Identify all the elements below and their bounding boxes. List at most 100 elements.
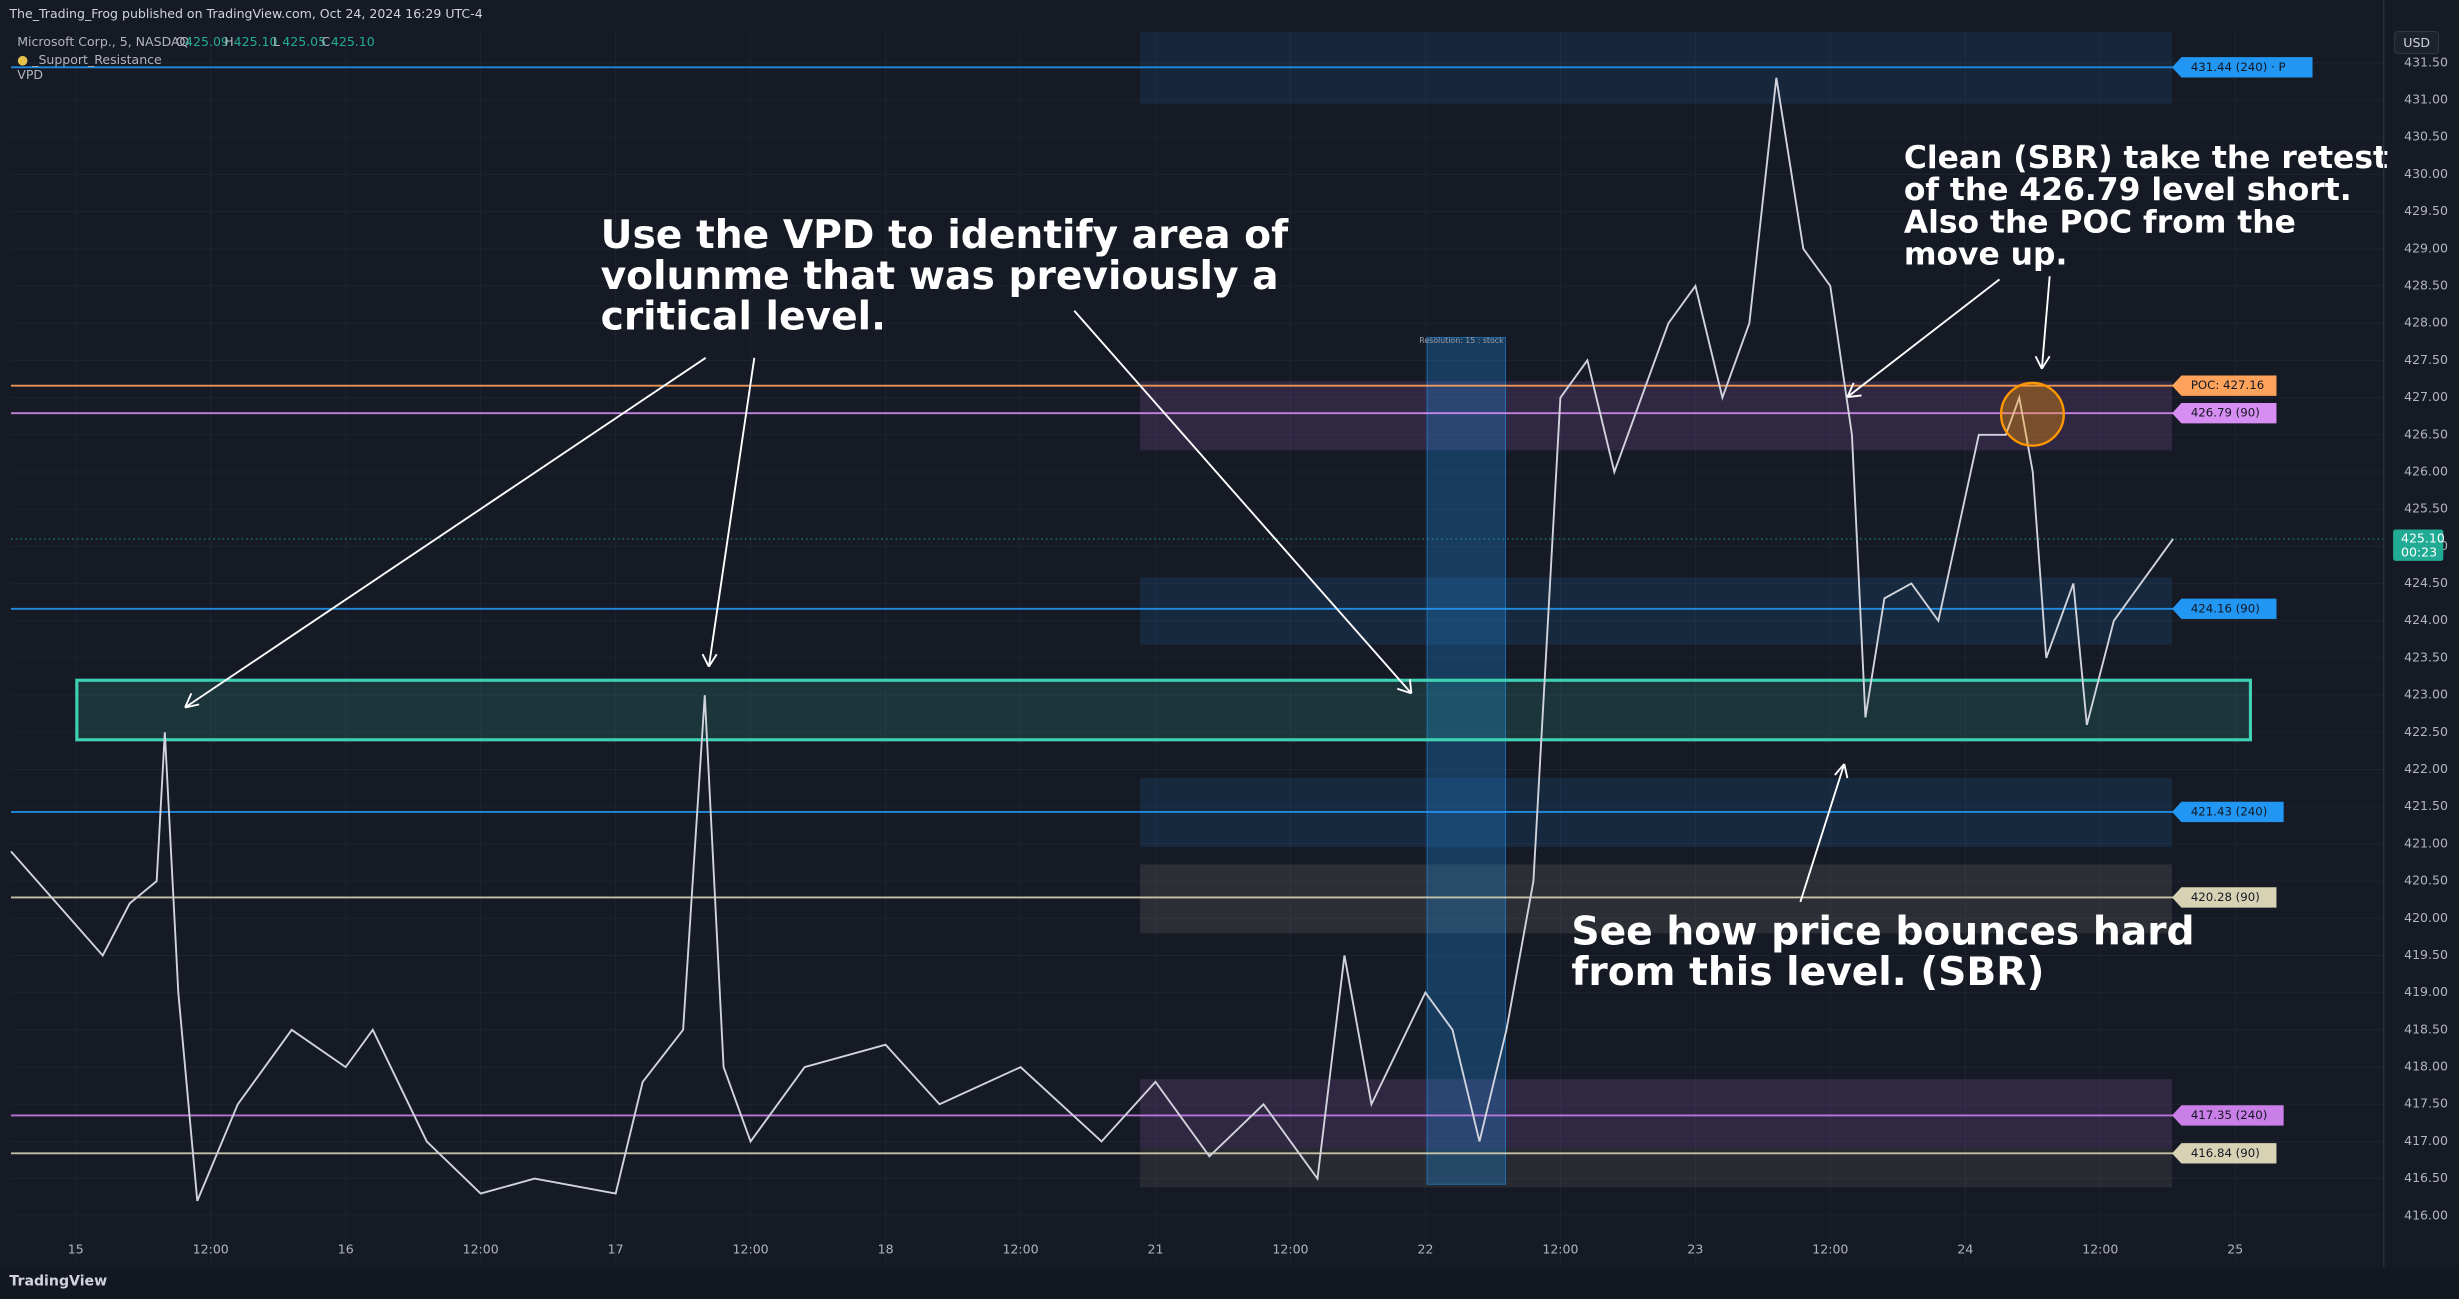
annotation-line: critical level. — [601, 295, 886, 340]
annotation-line: Use the VPD to identify area of — [601, 213, 1289, 258]
arrow — [1799, 763, 1849, 903]
x-tick-label: 12:00 — [463, 1242, 499, 1257]
ohlc-key: C — [321, 34, 330, 49]
currency: USD — [2403, 35, 2430, 50]
zone-shade — [1140, 864, 2173, 934]
annotation-line: Clean (SBR) take the retest — [1904, 140, 2388, 176]
indicator-name: _Support_Resistance — [31, 51, 162, 66]
y-tick-label: 416.00 — [2404, 1207, 2448, 1222]
last-price-tag — [2393, 529, 2444, 561]
price-line — [10, 77, 2174, 1202]
zone-shade — [1140, 1148, 2173, 1188]
axes: 416.00 416.50 417.00 417.50 418.00 418.50 419.… — [68, 54, 2448, 1256]
y-tick-label: 422.00 — [2404, 761, 2448, 776]
vpd-title: Resolution: 15 : stock — [1419, 336, 1504, 345]
x-tick-label: 16 — [338, 1242, 354, 1257]
y-tick-label: 431.50 — [2404, 54, 2448, 69]
ohlc-key: O — [176, 34, 186, 49]
arrow — [184, 357, 707, 709]
countdown: 00:23 — [2401, 545, 2437, 560]
footer-brand: TradingView — [9, 1274, 107, 1290]
y-tick-label: 430.50 — [2404, 129, 2448, 144]
level-tag — [2172, 375, 2277, 396]
level-label: 416.84 (90) — [2191, 1146, 2260, 1160]
x-tick-label: 12:00 — [2082, 1242, 2118, 1257]
arrow — [701, 357, 756, 668]
y-tick-label: 423.50 — [2404, 649, 2448, 664]
x-tick-label: 25 — [2227, 1242, 2243, 1257]
grid — [10, 31, 2384, 1263]
level-label: 431.44 (240) · P — [2191, 60, 2286, 74]
level-label: 417.35 (240) — [2191, 1108, 2267, 1122]
symbol: Microsoft Corp., 5, NASDAQ — [17, 34, 189, 49]
y-tick-label: 427.50 — [2404, 352, 2448, 367]
y-tick-label: 431.00 — [2404, 92, 2448, 107]
y-tick-label: 419.50 — [2404, 947, 2448, 962]
y-tick-label: 421.50 — [2404, 798, 2448, 813]
annotation-line: Also the POC from the — [1904, 204, 2296, 240]
currency-box — [2394, 31, 2440, 55]
y-tick-label: 428.00 — [2404, 315, 2448, 330]
ohlc: O 425.09H 425.10L 425.05C 425.10 — [176, 34, 375, 49]
x-tick-label: 23 — [1687, 1242, 1703, 1257]
level-tag — [2172, 1105, 2284, 1126]
x-tick-label: 12:00 — [1002, 1242, 1038, 1257]
indicator: ● _Support_Resistance — [17, 51, 162, 66]
y-tick-label: 420.00 — [2404, 910, 2448, 925]
annotation-line: from this level. (SBR) — [1571, 950, 2044, 995]
x-tick-label: 22 — [1417, 1242, 1433, 1257]
level-label: 421.43 (240) — [2191, 804, 2267, 818]
y-tick-label: 418.50 — [2404, 1021, 2448, 1036]
y-tick-label: 422.50 — [2404, 724, 2448, 739]
zone-shade — [1140, 1079, 2173, 1149]
level-tag — [2172, 887, 2277, 908]
arrow — [1073, 310, 1413, 695]
y-tick-label: 419.00 — [2404, 984, 2448, 999]
footer-bar — [0, 1267, 2459, 1299]
level-tag — [2172, 403, 2277, 424]
y-tick-label: 423.00 — [2404, 687, 2448, 702]
level-label: 424.16 (90) — [2191, 601, 2260, 615]
y-tick-label: 429.50 — [2404, 203, 2448, 218]
x-tick-label: 12:00 — [1542, 1242, 1578, 1257]
x-tick-label: 12:00 — [1812, 1242, 1848, 1257]
support-zone — [75, 678, 2252, 742]
y-tick-label: 417.00 — [2404, 1133, 2448, 1148]
arrow — [1846, 278, 2001, 398]
y-tick-label: 420.50 — [2404, 873, 2448, 888]
vpd-panel — [1426, 336, 1506, 1185]
ohlc-value: 425.05 — [282, 34, 326, 49]
y-tick-label: 424.50 — [2404, 575, 2448, 590]
x-tick-label: 18 — [878, 1242, 894, 1257]
annotation-line: of the 426.79 level short. — [1904, 172, 2352, 208]
ohlc-key: L — [273, 34, 280, 49]
ohlc-value: 425.09 — [185, 34, 229, 49]
annotation-line: volunme that was previously a — [601, 254, 1279, 299]
x-tick-label: 12:00 — [193, 1242, 229, 1257]
y-tick-label: 426.50 — [2404, 426, 2448, 441]
x-tick-label: 21 — [1148, 1242, 1164, 1257]
ohlc-value: 425.10 — [234, 34, 278, 49]
x-tick-label: 12:00 — [1272, 1242, 1308, 1257]
level-tag — [2172, 57, 2313, 78]
highlight-circle — [1999, 381, 2065, 447]
y-tick-label: 425.50 — [2404, 501, 2448, 516]
level-tag — [2172, 801, 2284, 823]
y-tick-label: 421.00 — [2404, 835, 2448, 850]
y-tick-label: 416.50 — [2404, 1170, 2448, 1185]
y-tick-label: 418.00 — [2404, 1059, 2448, 1074]
ohlc-value: 425.10 — [331, 34, 375, 49]
zone-shade — [1140, 577, 2173, 645]
marks — [10, 66, 2384, 1202]
last-price-label: 425.10 — [2401, 530, 2445, 545]
ohlc-key: H — [224, 34, 233, 49]
level-zones — [1140, 31, 2173, 1188]
level-label: 420.28 (90) — [2191, 890, 2260, 904]
x-tick-label: 24 — [1957, 1242, 1973, 1257]
indicator: VPD — [17, 67, 43, 82]
publisher: The_Trading_Frog published on TradingVie… — [8, 6, 482, 21]
x-tick-label: 15 — [68, 1242, 84, 1257]
